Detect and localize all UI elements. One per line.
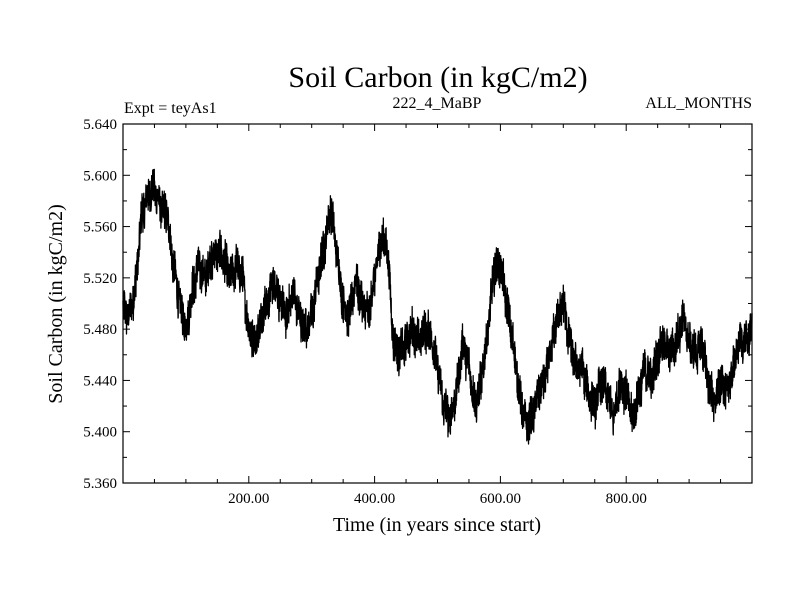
period-label: 222_4_MaBP <box>393 95 482 112</box>
y-tick-labels: 5.360 5.400 5.440 5.480 5.520 5.560 5.600 5.640 <box>83 117 117 492</box>
y-tick-label: 5.600 <box>83 168 117 184</box>
x-tick-label: 600.00 <box>480 491 521 507</box>
soil-carbon-series-line <box>122 168 753 445</box>
x-tick-label: 800.00 <box>606 491 647 507</box>
chart-title: Soil Carbon (in kgC/m2) <box>288 61 587 94</box>
x-tick-labels: 200.00 400.00 600.00 800.00 <box>228 491 647 507</box>
x-tick-label: 400.00 <box>354 491 395 507</box>
plot-frame <box>122 123 753 484</box>
x-tick-label: 200.00 <box>228 491 269 507</box>
months-label: ALL_MONTHS <box>645 95 752 112</box>
y-axis-label: Soil Carbon (in kgC/m2) <box>45 204 67 403</box>
y-tick-label: 5.640 <box>83 117 117 133</box>
axis-ticks <box>123 123 752 484</box>
x-axis-label: Time (in years since start) <box>333 514 541 536</box>
y-tick-label: 5.400 <box>83 425 117 441</box>
y-tick-label: 5.360 <box>83 476 117 492</box>
y-tick-label: 5.560 <box>83 220 117 236</box>
experiment-label: Expt = teyAs1 <box>124 100 217 117</box>
y-tick-label: 5.440 <box>83 373 117 389</box>
y-tick-label: 5.520 <box>83 271 117 287</box>
y-tick-label: 5.480 <box>83 322 117 338</box>
